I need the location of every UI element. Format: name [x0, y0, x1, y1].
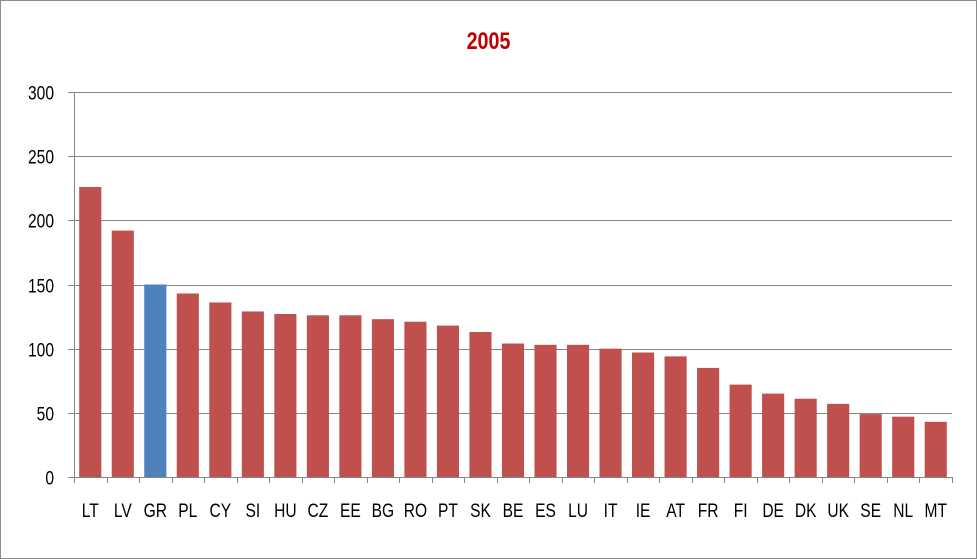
bar-IE — [632, 352, 655, 477]
bar-SI — [241, 311, 264, 477]
x-tick-label-LU: LU — [568, 500, 588, 522]
x-tick-label-SE: SE — [860, 500, 881, 522]
chart-title: 2005 — [466, 28, 511, 55]
bar-NL — [892, 416, 915, 477]
x-tick-label-AT: AT — [666, 500, 685, 522]
x-tick-label-PT: PT — [438, 500, 458, 522]
bar-AT — [664, 356, 687, 477]
x-tick-label-BE: BE — [503, 500, 524, 522]
bar-PT — [436, 325, 460, 477]
y-tick-label: 200 — [28, 210, 54, 232]
bar-SE — [859, 414, 882, 477]
bar-IT — [599, 348, 622, 477]
bar-GR — [144, 284, 167, 477]
x-tick-label-FI: FI — [734, 500, 748, 522]
x-tick-label-UK: UK — [827, 500, 849, 522]
bar-ES — [534, 344, 557, 477]
x-tick-label-FR: FR — [698, 500, 719, 522]
bar-DK — [794, 398, 817, 477]
x-tick-label-PL: PL — [178, 500, 197, 522]
x-tick-label-IE: IE — [636, 500, 651, 522]
x-tick-label-CZ: CZ — [308, 500, 329, 522]
x-tick-label-IT: IT — [604, 500, 618, 522]
y-tick-label: 100 — [28, 339, 54, 361]
bar-CZ — [306, 315, 329, 477]
bar-EE — [339, 315, 362, 477]
x-tick-label-RO: RO — [404, 500, 427, 522]
bar-BE — [501, 343, 525, 477]
x-tick-label-DK: DK — [795, 500, 817, 522]
x-tick-label-EE: EE — [340, 500, 361, 522]
x-tick-label-BG: BG — [372, 500, 395, 522]
x-tick-label-LT: LT — [82, 500, 99, 522]
x-tick-label-DE: DE — [762, 500, 784, 522]
x-tick-label-SK: SK — [470, 500, 491, 522]
x-tick-label-HU: HU — [274, 500, 296, 522]
bar-FI — [729, 384, 752, 477]
bar-CY — [209, 302, 232, 477]
bar-UK — [827, 403, 850, 477]
x-tick-label-GR: GR — [144, 500, 167, 522]
bar-LU — [566, 344, 590, 477]
x-tick-label-ES: ES — [535, 500, 556, 522]
y-tick-label: 0 — [45, 467, 54, 489]
x-tick-label-MT: MT — [924, 500, 947, 522]
bar-PL — [176, 293, 199, 477]
bar-LT — [79, 186, 102, 477]
bar-RO — [404, 321, 427, 477]
bar-HU — [274, 314, 297, 477]
y-tick-label: 50 — [37, 403, 54, 425]
bar-SK — [469, 331, 492, 477]
bar-DE — [762, 393, 785, 477]
bar-FR — [697, 367, 720, 477]
bar-MT — [924, 421, 947, 477]
x-tick-label-SI: SI — [245, 500, 260, 522]
x-tick-label-LV: LV — [114, 500, 132, 522]
y-tick-label: 150 — [28, 275, 54, 297]
x-tick-label-NL: NL — [893, 500, 913, 522]
x-tick-label-CY: CY — [210, 500, 232, 522]
y-tick-label: 300 — [28, 82, 54, 104]
bar-BG — [371, 319, 394, 477]
y-tick-label: 250 — [28, 146, 54, 168]
bar-LV — [111, 230, 134, 477]
